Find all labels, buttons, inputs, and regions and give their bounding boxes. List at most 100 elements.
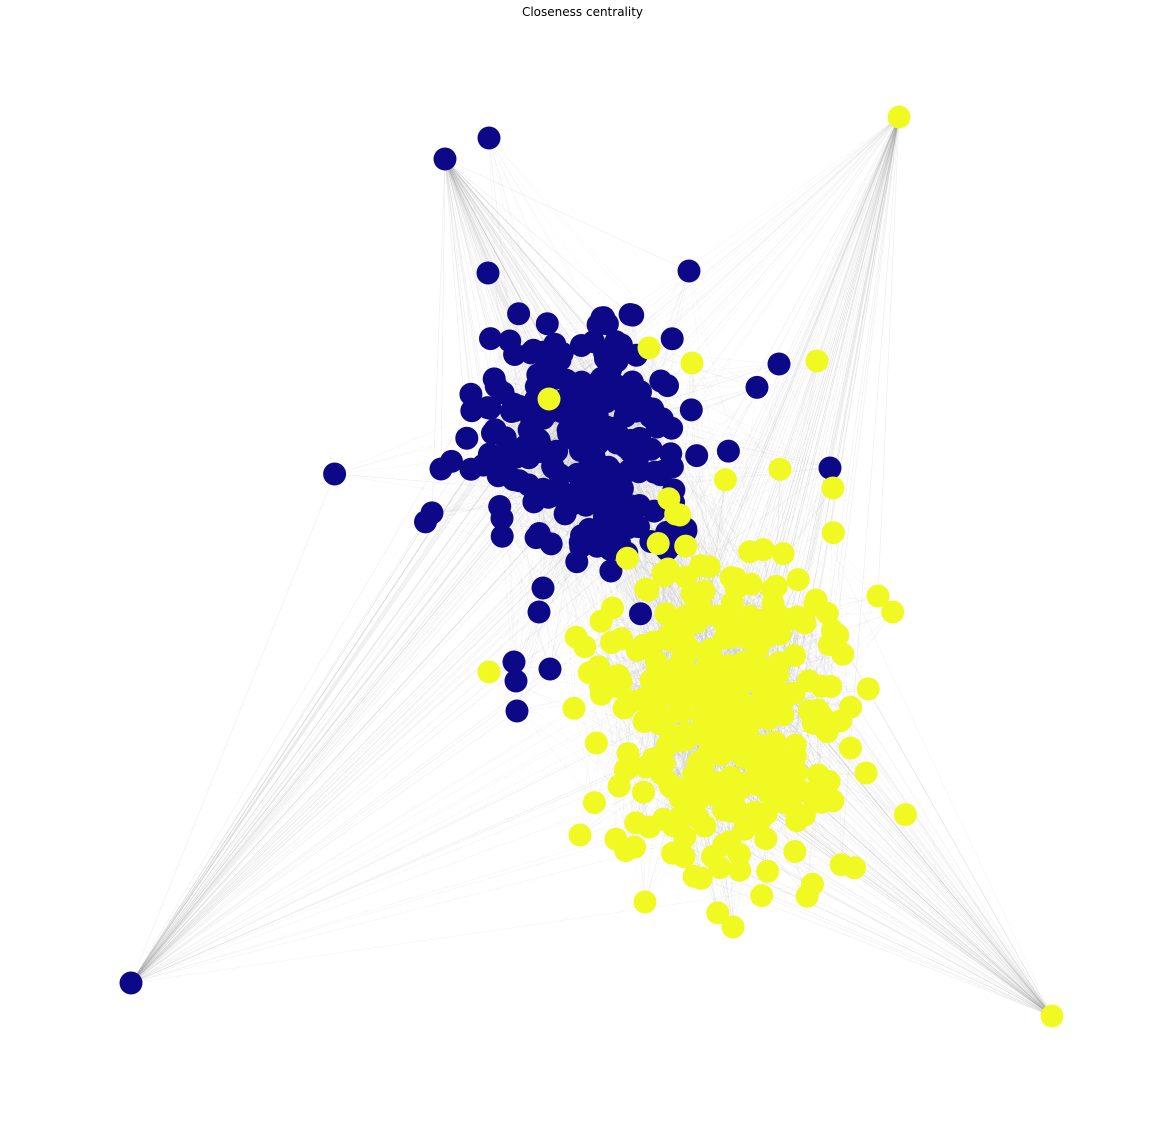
edge (130, 493, 615, 984)
network-node-community-a (590, 366, 614, 390)
network-node-community-b (537, 387, 561, 411)
network-node-community-b (674, 534, 698, 558)
edge (431, 158, 446, 513)
network-node-community-a (585, 534, 609, 558)
network-node-community-b (666, 729, 690, 753)
network-node-community-b (749, 806, 773, 830)
edge (761, 895, 1053, 1017)
edge (130, 883, 813, 984)
edge (682, 116, 900, 680)
network-node-community-b (826, 623, 850, 647)
edge (518, 116, 900, 407)
network-node-community-b (691, 754, 715, 778)
edge (130, 782, 670, 984)
network-node-community-b (786, 568, 810, 592)
edge (130, 512, 433, 984)
network-node-community-b (657, 487, 681, 511)
edge (130, 473, 335, 984)
network-node-community-b (589, 676, 613, 699)
network-node-community-b (680, 582, 704, 606)
edge (648, 116, 900, 349)
network-node-community-b (615, 546, 639, 570)
network-node-community-b (682, 864, 706, 888)
network-node-community-b (693, 814, 717, 838)
network-node-community-b (672, 845, 696, 869)
edge (130, 679, 683, 984)
edge (431, 501, 534, 514)
network-node-community-b (893, 803, 917, 827)
network-node-community-b (728, 858, 752, 882)
network-node-community-b (589, 609, 613, 633)
network-node-community-b (477, 660, 501, 684)
network-node-community-b (637, 336, 661, 360)
edge (334, 407, 488, 475)
edge (598, 116, 900, 434)
edge (657, 116, 900, 674)
edge (130, 680, 673, 984)
network-node-community-b (621, 689, 645, 713)
edge (736, 487, 834, 589)
network-node-community-b (713, 468, 737, 492)
network-node-community-a (535, 312, 559, 336)
edge (130, 426, 607, 984)
network-node-community-b (568, 823, 592, 847)
network-node-community-b (783, 840, 807, 863)
network-node-community-b (656, 557, 680, 581)
edge (818, 786, 1053, 1017)
network-node-community-a (541, 454, 565, 478)
network-node-community-a (573, 482, 597, 506)
network-node-community-b (674, 604, 698, 628)
edge (780, 704, 1053, 1017)
edge (130, 710, 518, 984)
edge (756, 387, 1053, 1017)
network-node-community-a (660, 327, 684, 351)
network-node-community-b (680, 351, 704, 375)
edge (829, 116, 900, 645)
edge (739, 869, 1053, 1017)
network-node-community-b (639, 701, 662, 725)
network-node-community-a (818, 456, 842, 480)
network-node-community-b (681, 679, 705, 703)
edge (646, 407, 831, 469)
edge (778, 363, 831, 469)
network-node-community-a (610, 476, 634, 500)
edge (130, 708, 575, 984)
network-node-community-a (502, 650, 526, 674)
edge (654, 510, 1053, 1017)
network-node-community-b (754, 827, 778, 851)
network-node-community-b (721, 915, 745, 939)
network-node-community-a (679, 398, 703, 422)
edge (483, 270, 690, 466)
network-node-community-a (507, 302, 531, 326)
network-node-community-a (503, 343, 527, 366)
network-node-community-b (801, 872, 824, 896)
network-node-community-b (617, 755, 641, 779)
network-node-community-b (633, 890, 657, 914)
network-node-community-b (705, 604, 729, 628)
edge (440, 158, 446, 470)
network-node-community-a (541, 484, 565, 507)
edge (444, 158, 692, 411)
network-node-community-a (582, 330, 605, 354)
network-node-community-b (646, 662, 670, 686)
edge (594, 546, 686, 803)
edge (820, 801, 1053, 1017)
edge (673, 116, 900, 674)
edge (573, 708, 654, 760)
network-node-community-b (667, 697, 691, 721)
network-node-community-b (724, 796, 748, 820)
edge (782, 714, 1053, 1017)
network-node-community-b (764, 574, 788, 598)
edge (130, 533, 540, 984)
edge (488, 671, 595, 803)
network-node-community-b (652, 807, 675, 831)
network-node-community-b (805, 349, 829, 373)
network-node-community-a (543, 332, 567, 356)
edge (130, 500, 623, 984)
edge (130, 464, 484, 984)
network-node-community-b (730, 741, 754, 765)
edge (715, 116, 900, 665)
edge (130, 415, 626, 984)
network-node-community-a (677, 259, 701, 283)
